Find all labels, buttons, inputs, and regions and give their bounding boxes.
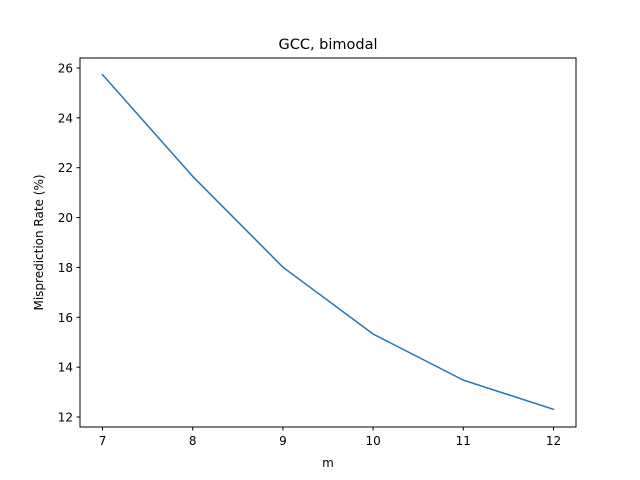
series-line	[101, 73, 555, 411]
y-tick-label: 22	[58, 161, 73, 175]
x-tick-label: 12	[546, 434, 561, 448]
y-axis-label: Misprediction Rate (%)	[32, 174, 46, 310]
y-tick-label: 26	[58, 61, 73, 75]
x-tick-label: 8	[189, 434, 197, 448]
y-tick-label: 16	[58, 311, 73, 325]
x-axis: 7 8 9 10 11 12	[99, 427, 561, 448]
y-tick-label: 24	[58, 111, 73, 125]
x-tick-label: 11	[456, 434, 471, 448]
x-tick-label: 10	[365, 434, 380, 448]
y-axis: 12 14 16 18 20 22 24 26	[58, 61, 80, 425]
series-layer	[101, 73, 555, 411]
x-axis-label: m	[322, 456, 334, 470]
x-tick-label: 9	[279, 434, 287, 448]
y-tick-label: 12	[58, 411, 73, 425]
y-tick-label: 20	[58, 211, 73, 225]
y-tick-label: 18	[58, 261, 73, 275]
plot-frame	[79, 57, 577, 428]
x-tick-label: 7	[99, 434, 107, 448]
chart-title: GCC, bimodal	[278, 37, 377, 53]
y-tick-label: 14	[58, 361, 73, 375]
